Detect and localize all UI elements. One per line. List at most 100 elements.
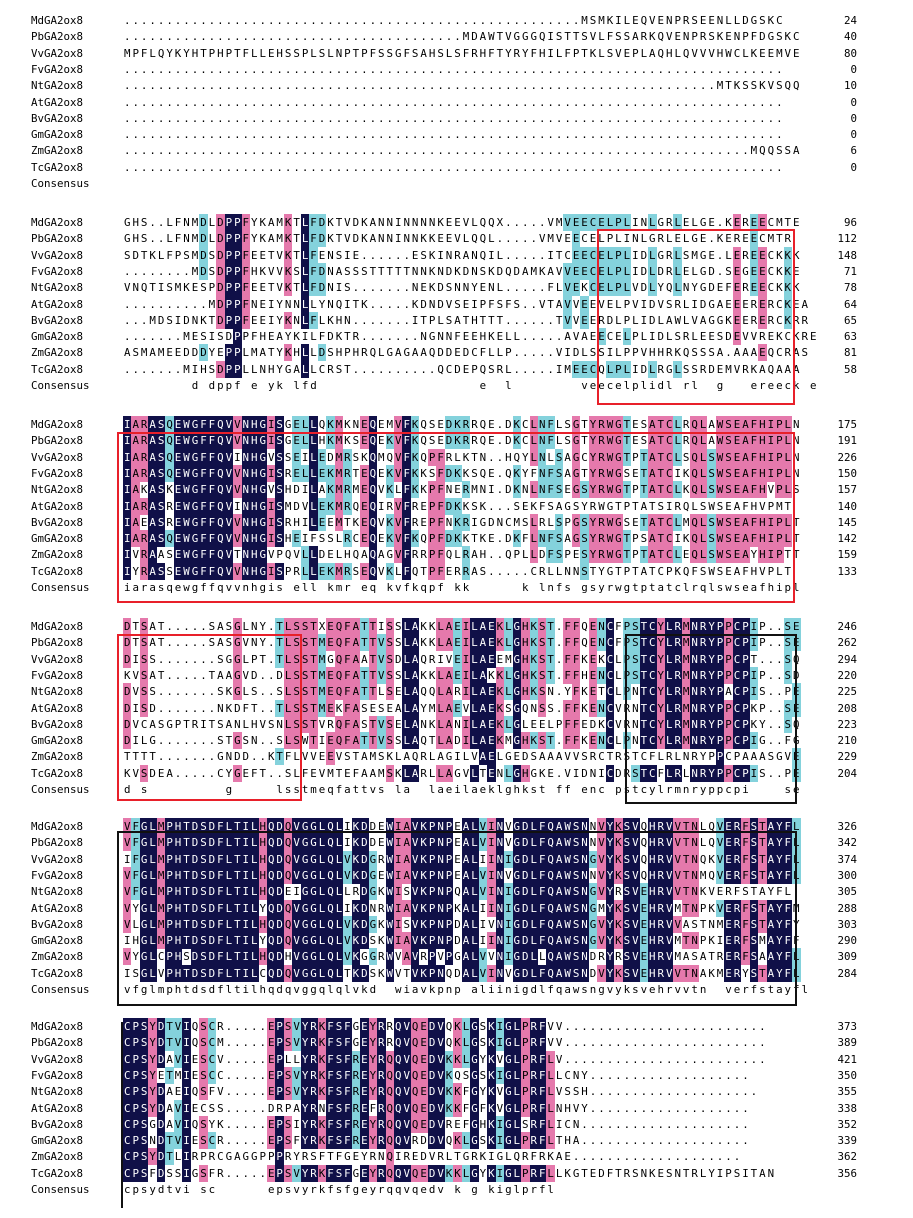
sequence-name: ZmGA2ox8: [31, 950, 84, 964]
sequence-row: FvGA2ox8 I A R A S Q E W G F F Q V V N H G I S R E L L E K M R T E Q E K…: [0, 464, 913, 482]
sequence-name: AtGA2ox8: [31, 95, 84, 109]
sequence-row: VvGA2ox8 C P S Y D A V I E S C V..... E P L L Y R K F S F R E Y R Q…: [0, 1050, 913, 1068]
sequence-row: GmGA2ox8 D I L G....... S T G S N.. S L S W T I E Q F A T T V S…: [0, 732, 913, 750]
residue-count: 326: [837, 820, 857, 833]
sequence-name: AtGA2ox8: [31, 499, 84, 513]
sequence-name: MdGA2ox8: [31, 418, 84, 431]
sequence-name: FvGA2ox8: [31, 868, 84, 882]
residue-count: 223: [837, 717, 857, 731]
sequence-row: NtGA2ox8................................…: [0, 77, 913, 94]
sequence-name: GmGA2ox8: [31, 128, 84, 142]
sequence-name: ZmGA2ox8: [31, 346, 84, 360]
sequence-name: NtGA2ox8: [31, 1085, 84, 1099]
residue-count: 0: [850, 128, 857, 142]
residue-count: 356: [837, 1166, 857, 1180]
sequence-residues: ........................................…: [123, 160, 783, 174]
residue-count: 262: [837, 636, 857, 650]
sequence-row: MdGA2ox8 D T S A T..... S A S G L N Y. T L S S T X E Q F A T T I S…: [0, 618, 913, 635]
residue-count: 80: [843, 46, 857, 60]
sequence-name: VvGA2ox8: [31, 652, 84, 666]
sequence-row: VvGA2ox8 D I S S....... S G G L P T. T L S S T M G Q F A A T V S…: [0, 650, 913, 668]
sequence-row: GmGA2ox8 C P S N D T V I E S C R..... E P S F Y R K F S F R E Y R Q…: [0, 1132, 913, 1150]
sequence-name: FvGA2ox8: [31, 668, 84, 682]
sequence-row: GmGA2ox8................................…: [0, 126, 913, 143]
sequence-name: VvGA2ox8: [31, 450, 84, 464]
sequence-name: TcGA2ox8: [31, 362, 84, 376]
sequence-name: VvGA2ox8: [31, 46, 84, 60]
residue-count: 210: [837, 734, 857, 748]
sequence-name: Consensus: [31, 783, 90, 796]
residue-count: 159: [837, 548, 857, 562]
sequence-name: TcGA2ox8: [31, 766, 84, 780]
residue-count: 10: [843, 79, 857, 93]
sequence-name: ZmGA2ox8: [31, 144, 84, 158]
residue-count: 112: [837, 232, 857, 246]
residue-count: 225: [837, 685, 857, 699]
residue-count: 303: [837, 917, 857, 931]
sequence-name: MdGA2ox8: [31, 1020, 84, 1033]
residue-count: 290: [837, 934, 857, 948]
residue-count: 208: [837, 701, 857, 715]
sequence-name: PbGA2ox8: [31, 232, 84, 246]
sequence-residues: ........................................…: [123, 79, 800, 93]
sequence-row: GmGA2ox8 I H G L M P H T D S D F L T I L Y Q D Q V G G L Q L V K D S K W…: [0, 932, 913, 950]
sequence-row: NtGA2ox8 I A K A S K E W G F F Q V V N H G V S H D I L A K M R M E Q V K…: [0, 481, 913, 499]
residue-count: 58: [843, 362, 857, 376]
sequence-residues: ........................................…: [123, 62, 783, 76]
residue-count: 229: [837, 750, 857, 764]
sequence-name: VvGA2ox8: [31, 248, 84, 262]
residue-count: 374: [837, 852, 857, 866]
sequence-row: BvGA2ox8 D V C A S G P T R I T S A N L H V S N L S S T V R Q F A S T V S…: [0, 715, 913, 733]
residue-count: 140: [837, 499, 857, 513]
sequence-residues: ........................................…: [123, 30, 800, 44]
sequence-row: NtGA2ox8 V N Q T I S M K E S P D P P F E E T V K T L F D N I S.....…: [0, 279, 913, 297]
sequence-row: AtGA2ox8 .......... M D P P F N E I Y N N L L Y N Q I T K...…: [0, 295, 913, 313]
residue-count: 338: [837, 1101, 857, 1115]
residue-count: 204: [837, 766, 857, 780]
sequence-residues: ........................................…: [123, 95, 783, 109]
sequence-row: FvGA2ox8................................…: [0, 61, 913, 78]
sequence-name: Consensus: [31, 581, 90, 594]
sequence-name: BvGA2ox8: [31, 111, 84, 125]
consensus-row: Consensus: [0, 175, 913, 192]
sequence-name: PbGA2ox8: [31, 434, 84, 448]
residue-count: 133: [837, 564, 857, 578]
residue-count: 226: [837, 450, 857, 464]
sequence-name: Consensus: [31, 379, 90, 392]
sequence-row: BvGA2ox8................................…: [0, 110, 913, 127]
residue-count: 157: [837, 483, 857, 497]
sequence-name: ZmGA2ox8: [31, 548, 84, 562]
sequence-name: VvGA2ox8: [31, 1052, 84, 1066]
sequence-name: PbGA2ox8: [31, 30, 84, 44]
sequence-name: BvGA2ox8: [31, 917, 84, 931]
sequence-residues: ........................................…: [123, 144, 800, 158]
sequence-row: AtGA2ox8 D I S D....... N K D F T.. T L S S T M E K F A S E S E…: [0, 699, 913, 717]
residue-count: 362: [837, 1150, 857, 1164]
sequence-name: FvGA2ox8: [31, 62, 84, 76]
sequence-name: TcGA2ox8: [31, 160, 84, 174]
sequence-name: NtGA2ox8: [31, 79, 84, 93]
sequence-residues: ........................................…: [123, 111, 783, 125]
sequence-row: FvGA2ox8 V F G L M P H T D S D F L T I L H Q D Q V G G L Q L V K D G E W…: [0, 866, 913, 884]
sequence-row: TcGA2ox8 K V S D E A..... C Y G E F T.. S L F E V M T E F A A M S…: [0, 764, 913, 782]
